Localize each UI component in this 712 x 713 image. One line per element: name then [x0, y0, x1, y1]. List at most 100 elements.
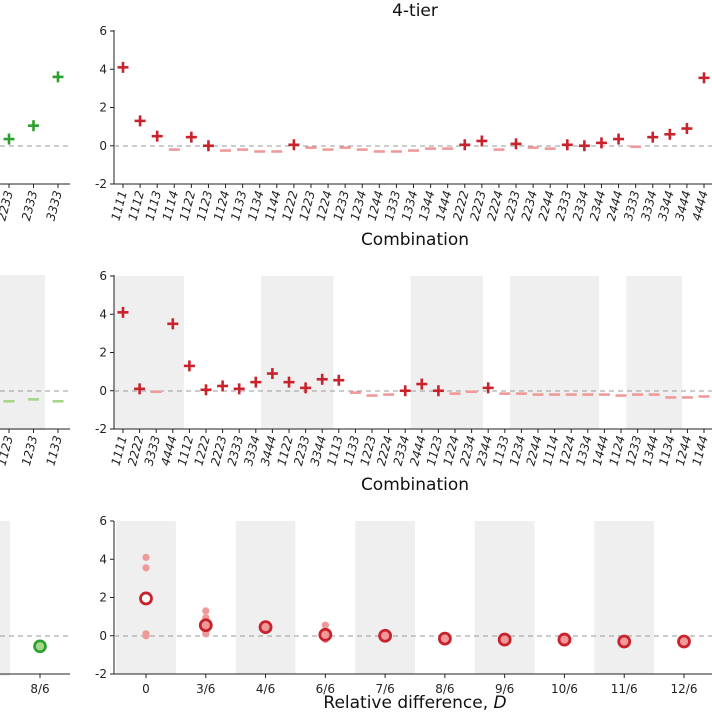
y-tick-label: 6: [99, 514, 107, 528]
y-tick-label: 4: [99, 552, 107, 566]
data-point: [117, 61, 129, 73]
y-tick-label: 0: [99, 139, 107, 153]
y-tick-label: 0: [99, 384, 107, 398]
data-point: [283, 376, 295, 388]
mean-point: [677, 634, 691, 649]
y-tick-label: 6: [99, 24, 107, 38]
data-point: [333, 374, 345, 386]
shaded-band: [594, 521, 655, 674]
y-tick-label: 4: [99, 62, 107, 76]
x-tick-label: 1233: [19, 434, 40, 467]
data-point: [561, 139, 573, 151]
data-point: [288, 139, 300, 151]
data-point: [52, 71, 64, 83]
data-point: [202, 140, 214, 152]
y-tick-label: 2: [99, 101, 107, 115]
data-point: [185, 131, 197, 143]
data-point: [28, 120, 39, 132]
mean-point: [318, 627, 333, 642]
x-axis-title: Combination: [361, 475, 469, 495]
individual-point: [202, 630, 210, 638]
shaded-band: [410, 276, 483, 429]
data-point: [117, 306, 129, 318]
panel-top-left-partial: 2233 2333 3333: [0, 71, 70, 222]
data-point: [266, 368, 278, 380]
chart-title: 4-tier: [392, 1, 438, 21]
data-point: [698, 72, 710, 84]
x-tick-label: 4/6: [256, 682, 275, 696]
shaded-band: [626, 276, 683, 429]
x-tick-label: 2233: [0, 189, 16, 222]
x-tick-label: 7/6: [375, 682, 394, 696]
y-tick-label: 2: [99, 591, 107, 605]
data-point: [183, 360, 195, 372]
shaded-band: [235, 521, 296, 674]
data-point: [233, 383, 245, 395]
y-tick-label: -2: [95, 667, 107, 681]
mean-point: [198, 618, 213, 633]
mean-point: [557, 632, 572, 647]
x-tick-label: 8/6: [30, 682, 49, 696]
y-tick-label: -2: [95, 422, 107, 436]
x-tick-label: 12/6: [671, 682, 698, 696]
data-point: [432, 385, 444, 397]
mean-point: [437, 631, 452, 646]
mean-point: [258, 620, 273, 635]
mean-point: [497, 632, 512, 647]
shaded-band: [510, 276, 600, 429]
y-tick-label: 6: [99, 269, 107, 283]
data-point: [3, 133, 15, 145]
x-tick-label: 1123: [0, 434, 16, 467]
y-tick-label: -2: [95, 177, 107, 191]
data-point: [664, 128, 676, 140]
shaded-band: [355, 521, 415, 674]
shaded-band: [261, 276, 334, 429]
x-tick-label: 8/6: [435, 682, 454, 696]
data-point: [482, 382, 494, 394]
x-axis-title: Relative difference, D: [323, 693, 506, 713]
x-tick-label: 11/6: [611, 682, 638, 696]
mean-point: [617, 634, 632, 649]
shaded-band: [114, 276, 185, 429]
data-point: [595, 137, 607, 149]
x-tick-label: 9/6: [495, 682, 514, 696]
x-tick-label: 3333: [43, 189, 64, 222]
data-point: [200, 384, 212, 396]
y-tick-label: 2: [99, 346, 107, 360]
y-tick-label: 4: [99, 307, 107, 321]
data-point: [476, 135, 488, 147]
individual-point: [142, 564, 150, 572]
shaded-band: [0, 275, 45, 430]
x-tick-label: 6/6: [316, 682, 335, 696]
data-point: [250, 376, 262, 388]
data-point: [613, 133, 625, 145]
data-point: [151, 130, 163, 142]
x-tick-label: 2333: [19, 189, 40, 222]
panel-bottom-left-partial: 8/6: [0, 521, 70, 696]
data-point: [681, 123, 693, 135]
data-point: [510, 138, 522, 150]
shaded-band: [474, 521, 535, 674]
data-point: [647, 131, 659, 143]
data-point: [134, 383, 146, 395]
data-point: [217, 380, 229, 392]
data-point: [167, 318, 179, 330]
data-point: [399, 385, 411, 397]
data-point: [578, 140, 590, 152]
data-point: [416, 378, 428, 390]
shaded-band: [0, 521, 10, 676]
data-point: [134, 115, 146, 127]
data-point: [300, 382, 312, 394]
mean-point: [378, 628, 393, 643]
individual-point: [321, 621, 329, 629]
data-point: [316, 373, 328, 385]
y-tick-label: 0: [99, 629, 107, 643]
mean-point: [139, 591, 153, 606]
individual-point: [202, 607, 210, 615]
panel-mid-left-partial: 1123 1233 1133: [0, 275, 70, 467]
x-tick-label: 1133: [43, 434, 64, 467]
individual-point: [142, 553, 150, 561]
